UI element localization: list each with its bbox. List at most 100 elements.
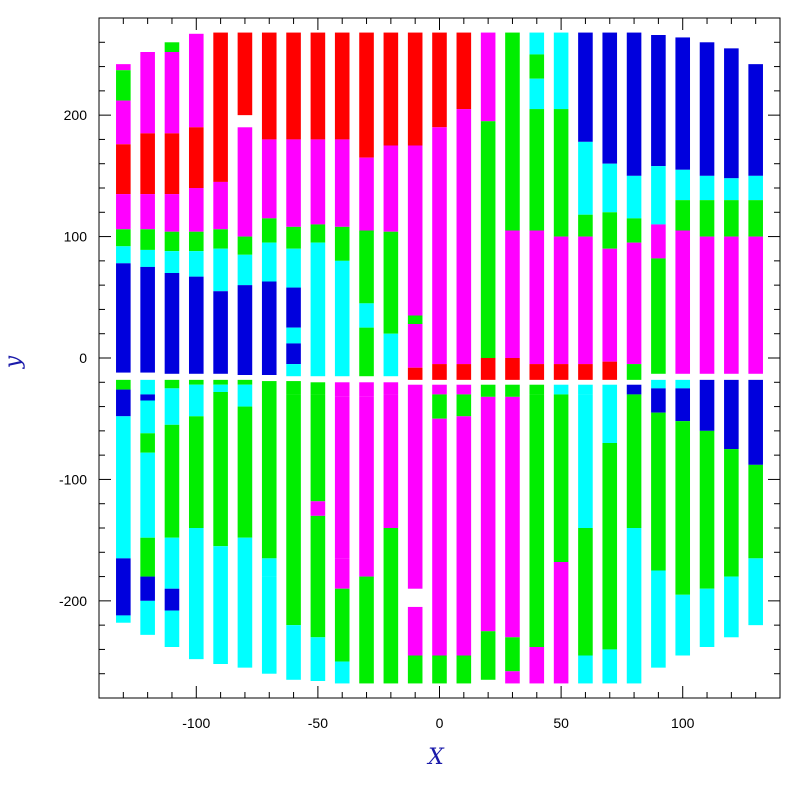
strip-segment	[602, 163, 618, 213]
strip-segment	[116, 100, 131, 145]
strip-segment	[699, 430, 715, 589]
strip-segment	[407, 324, 423, 368]
strip-segment	[553, 32, 569, 110]
strip-segment	[432, 364, 447, 380]
strip-segment	[626, 32, 642, 176]
strip-segment	[626, 175, 642, 219]
strip-segment	[578, 384, 593, 395]
strip-segment	[164, 251, 180, 273]
strip-segment	[286, 327, 301, 344]
x-tick-label: -100	[182, 715, 210, 731]
strip-segment	[286, 226, 301, 249]
strip-segment	[480, 384, 496, 397]
strip-segment	[213, 384, 228, 392]
strip-segment	[626, 384, 642, 395]
strip-segment	[626, 364, 642, 380]
strip-segment	[116, 558, 131, 616]
strip-segment	[578, 394, 593, 528]
strip-segment	[456, 364, 472, 380]
strip-segment	[286, 625, 301, 680]
strip-segment	[651, 388, 666, 413]
strip-segment	[188, 231, 204, 252]
strip-segment	[748, 379, 763, 465]
x-axis-label: X	[426, 745, 445, 770]
strip-segment	[310, 382, 326, 395]
strip-segment	[651, 379, 666, 389]
strip-segment	[675, 200, 691, 231]
strip-segment	[626, 528, 642, 684]
strip-segment	[651, 224, 666, 259]
strip-segment	[505, 358, 520, 380]
strip-segment	[213, 229, 228, 249]
strip-segment	[699, 236, 715, 374]
strip-segment	[480, 396, 496, 632]
strip-segment	[116, 263, 131, 373]
x-tick-label: 100	[671, 715, 695, 731]
strip-segment	[407, 32, 423, 146]
strip-segment	[480, 358, 496, 380]
strip-segment	[383, 32, 399, 146]
strip-segment	[140, 400, 155, 434]
strip-segment	[456, 655, 472, 684]
strip-segment	[553, 364, 569, 380]
x-tick-label: 0	[436, 715, 444, 731]
strip-segment	[164, 610, 180, 647]
strip-segment	[237, 32, 253, 116]
strip-segment	[529, 32, 545, 55]
strip-segment	[383, 394, 399, 528]
strip-segment	[164, 194, 180, 232]
strip-segment	[334, 260, 350, 377]
strip-segment	[213, 248, 228, 292]
strip-segment	[432, 384, 447, 395]
strip-segment	[724, 449, 739, 577]
strip-segment	[578, 655, 593, 684]
strip-segment	[286, 32, 301, 140]
strip-segment	[383, 231, 399, 334]
strip-segment	[261, 281, 277, 375]
strip-segment	[188, 251, 204, 277]
y-axis-label: y	[1, 355, 26, 369]
strip-segment	[286, 139, 301, 227]
strip-segment	[310, 515, 326, 638]
strip-segment	[310, 637, 326, 681]
axes	[98, 17, 781, 699]
strip-segment	[140, 394, 155, 401]
strip-segment	[359, 576, 374, 684]
strip-segment	[140, 249, 155, 267]
strip-segments	[116, 32, 763, 684]
strip-segment	[140, 537, 155, 577]
strip-segment	[529, 78, 545, 110]
strip-segment	[651, 258, 666, 374]
strip-segment	[286, 343, 301, 365]
strip-segment	[724, 200, 739, 237]
strip-segment	[480, 121, 496, 359]
strip-segment	[116, 64, 131, 71]
strip-segment	[261, 139, 277, 219]
strip-segment	[699, 200, 715, 237]
y-tick-labels: -200 -100 0 100 200	[59, 107, 87, 609]
strip-segment	[286, 248, 301, 288]
strip-segment	[407, 400, 423, 589]
strip-segment	[310, 32, 326, 140]
strip-segment	[213, 546, 228, 664]
strip-segment	[237, 406, 253, 538]
strip-segment	[578, 236, 593, 365]
strip-segment	[699, 588, 715, 647]
strip-segment	[626, 242, 642, 365]
strip-segment	[407, 384, 423, 401]
strip-segment	[116, 379, 131, 390]
strip-segment	[359, 382, 374, 397]
strip-segment	[578, 32, 593, 142]
strip-segment	[334, 32, 350, 140]
strip-segment	[724, 379, 739, 450]
strip-segment	[286, 287, 301, 328]
strip-segment	[140, 194, 155, 230]
strip-segment	[310, 242, 326, 377]
strip-segment	[188, 276, 204, 374]
strip-segment	[602, 400, 618, 443]
strip-segment	[286, 364, 301, 377]
strip-segment	[213, 400, 228, 547]
strip-segment	[310, 501, 326, 516]
strip-segment	[626, 218, 642, 243]
strip-segment	[578, 364, 593, 380]
